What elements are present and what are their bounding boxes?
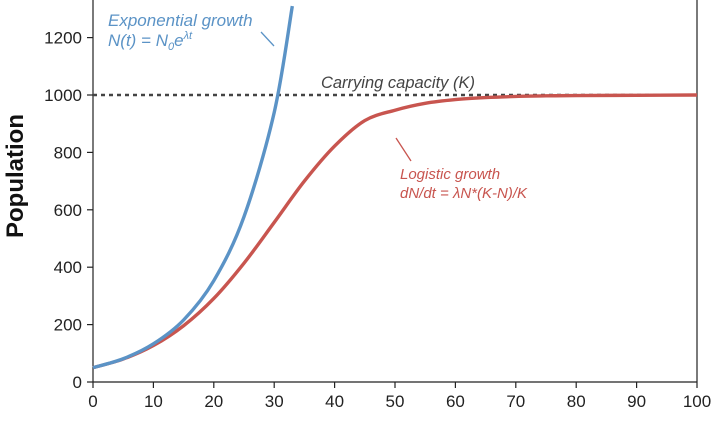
x-tick-label: 100 <box>683 392 711 411</box>
x-tick-label: 90 <box>627 392 646 411</box>
exp-formula-sub: 0 <box>168 41 175 53</box>
y-tick-label: 800 <box>54 143 82 162</box>
logistic-growth-formula: dN/dt = λN*(K-N)/K <box>400 185 528 202</box>
x-tick-label: 50 <box>386 392 405 411</box>
y-tick-label: 600 <box>54 201 82 220</box>
x-tick-label: 20 <box>204 392 223 411</box>
y-tick-label: 400 <box>54 258 82 277</box>
exp-formula-sup: λt <box>183 30 193 42</box>
exp-formula-base: e <box>174 31 183 50</box>
y-tick-label: 1000 <box>44 86 82 105</box>
x-axis-ticks: 0 10 20 30 40 50 60 70 80 90 100 <box>88 382 711 411</box>
y-tick-label: 0 <box>73 373 82 392</box>
x-tick-label: 70 <box>506 392 525 411</box>
x-tick-label: 80 <box>567 392 586 411</box>
exponential-growth-label: Exponential growth <box>108 11 253 30</box>
carrying-capacity-label: Carrying capacity (K) <box>321 74 475 92</box>
x-tick-label: 10 <box>144 392 163 411</box>
exp-formula-main: N(t) = N <box>108 31 169 50</box>
x-tick-label: 40 <box>325 392 344 411</box>
y-axis-ticks: 0 200 400 600 800 1000 1200 <box>44 29 93 392</box>
exponential-growth-formula: N(t) = N0eλt <box>108 30 193 53</box>
y-axis-label: Population <box>2 114 29 238</box>
series-exponential-growth-line <box>92 5 294 370</box>
y-tick-label: 1200 <box>44 29 82 48</box>
logistic-pointer-line <box>395 137 412 162</box>
y-tick-label: 200 <box>54 316 82 335</box>
logistic-growth-label: Logistic growth <box>400 166 500 183</box>
x-tick-label: 60 <box>446 392 465 411</box>
x-tick-label: 30 <box>265 392 284 411</box>
exponential-pointer-line <box>260 31 275 47</box>
x-tick-label: 0 <box>88 392 97 411</box>
series-logistic-growth-line <box>92 93 698 370</box>
